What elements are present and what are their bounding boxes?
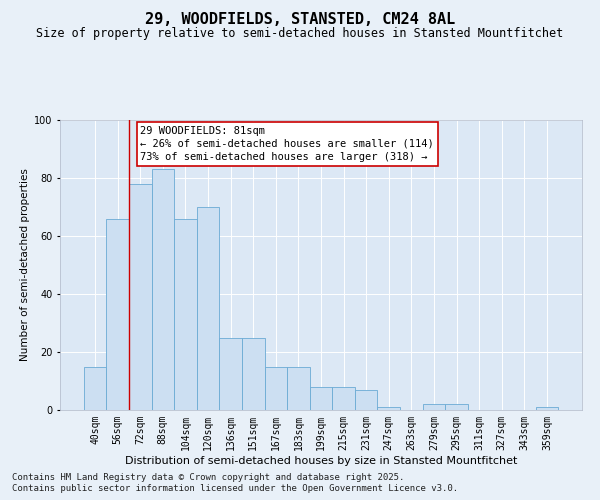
Text: 29 WOODFIELDS: 81sqm
← 26% of semi-detached houses are smaller (114)
73% of semi: 29 WOODFIELDS: 81sqm ← 26% of semi-detac… — [140, 126, 434, 162]
Bar — [536, 407, 558, 410]
Text: 29, WOODFIELDS, STANSTED, CM24 8AL: 29, WOODFIELDS, STANSTED, CM24 8AL — [145, 12, 455, 28]
Bar — [197, 207, 220, 410]
Bar — [287, 366, 310, 410]
Bar — [265, 366, 287, 410]
Bar — [310, 387, 332, 410]
Y-axis label: Number of semi-detached properties: Number of semi-detached properties — [20, 168, 30, 362]
Bar — [422, 404, 445, 410]
Bar — [332, 387, 355, 410]
Text: Contains HM Land Registry data © Crown copyright and database right 2025.: Contains HM Land Registry data © Crown c… — [12, 472, 404, 482]
Bar — [106, 218, 129, 410]
Bar — [220, 338, 242, 410]
Bar — [355, 390, 377, 410]
X-axis label: Distribution of semi-detached houses by size in Stansted Mountfitchet: Distribution of semi-detached houses by … — [125, 456, 517, 466]
Bar — [174, 218, 197, 410]
Text: Size of property relative to semi-detached houses in Stansted Mountfitchet: Size of property relative to semi-detach… — [37, 28, 563, 40]
Bar — [377, 407, 400, 410]
Bar — [445, 404, 468, 410]
Text: Contains public sector information licensed under the Open Government Licence v3: Contains public sector information licen… — [12, 484, 458, 493]
Bar — [84, 366, 106, 410]
Bar — [129, 184, 152, 410]
Bar — [152, 170, 174, 410]
Bar — [242, 338, 265, 410]
